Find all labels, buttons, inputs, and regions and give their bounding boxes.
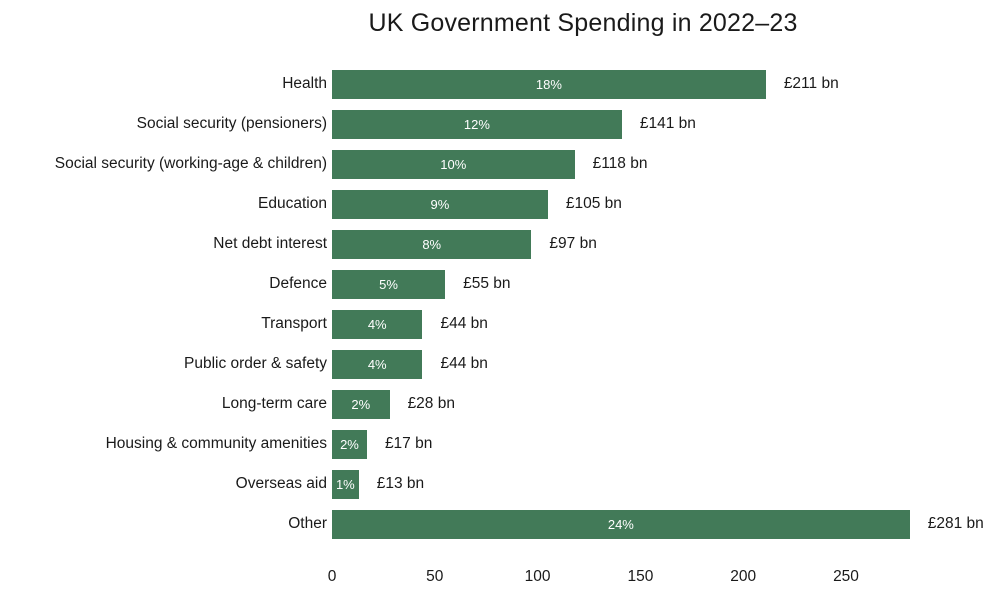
bar-value-label: £44 bn <box>440 355 488 372</box>
x-tick-label: 250 <box>833 568 859 585</box>
bar-percent-label: 12% <box>463 116 490 132</box>
chart-title: UK Government Spending in 2022–23 <box>368 9 798 37</box>
bar-percent-label: 2% <box>351 396 371 412</box>
bar-value-label: £141 bn <box>639 115 696 132</box>
bar-value-label: £105 bn <box>565 195 622 212</box>
bar: 9% <box>332 189 548 219</box>
category-label: Overseas aid <box>235 475 327 492</box>
bar-value-label: £13 bn <box>376 475 425 492</box>
bar-percent-label: 9% <box>430 196 450 212</box>
category-label: Social security (working-age & children) <box>54 155 327 172</box>
bar: 12% <box>332 109 622 139</box>
bar: 4% <box>332 309 423 339</box>
bar-percent-label: 1% <box>335 476 355 492</box>
x-tick-label: 100 <box>524 568 551 585</box>
x-tick-label: 200 <box>730 568 757 585</box>
bar-percent-label: 18% <box>535 76 562 92</box>
bar-value-label: £55 bn <box>463 275 511 292</box>
category-label: Education <box>258 195 327 212</box>
bar: 5% <box>332 269 446 299</box>
category-label: Health <box>282 75 327 92</box>
category-label: Transport <box>261 315 327 332</box>
category-label: Social security (pensioners) <box>136 115 327 132</box>
bar: 24% <box>332 509 910 539</box>
bar-value-label: £281 bn <box>927 515 984 532</box>
bar-value-label: £118 bn <box>592 155 648 172</box>
category-label: Housing & community amenities <box>105 435 327 452</box>
bar-value-label: £44 bn <box>440 315 488 332</box>
bar-percent-label: 5% <box>379 276 398 292</box>
bar: 1% <box>332 469 359 499</box>
category-label: Public order & safety <box>183 355 327 372</box>
bar-percent-label: 4% <box>367 356 387 372</box>
bar-value-label: £28 bn <box>407 395 455 412</box>
bar-percent-label: 10% <box>440 156 467 172</box>
bar: 8% <box>332 229 532 259</box>
bar-value-label: £17 bn <box>384 435 433 452</box>
bar-percent-label: 8% <box>422 236 442 252</box>
category-label: Net debt interest <box>213 235 327 252</box>
bar-value-label: £211 bn <box>783 75 839 92</box>
bar-percent-label: 24% <box>607 516 634 532</box>
category-label: Long-term care <box>221 395 327 412</box>
bar: 2% <box>332 429 367 459</box>
bar: 2% <box>332 389 390 419</box>
bar-percent-label: 4% <box>367 316 387 332</box>
bar-percent-label: 2% <box>340 436 359 452</box>
category-label: Other <box>288 515 327 532</box>
bar-value-label: £97 bn <box>549 235 597 252</box>
bar: 18% <box>332 69 766 99</box>
category-label: Defence <box>269 275 327 292</box>
x-tick-label: 150 <box>627 568 654 585</box>
bar: 10% <box>332 149 575 179</box>
bar: 4% <box>332 349 423 379</box>
x-tick-label: 50 <box>426 568 444 585</box>
x-tick-label: 0 <box>327 568 337 585</box>
